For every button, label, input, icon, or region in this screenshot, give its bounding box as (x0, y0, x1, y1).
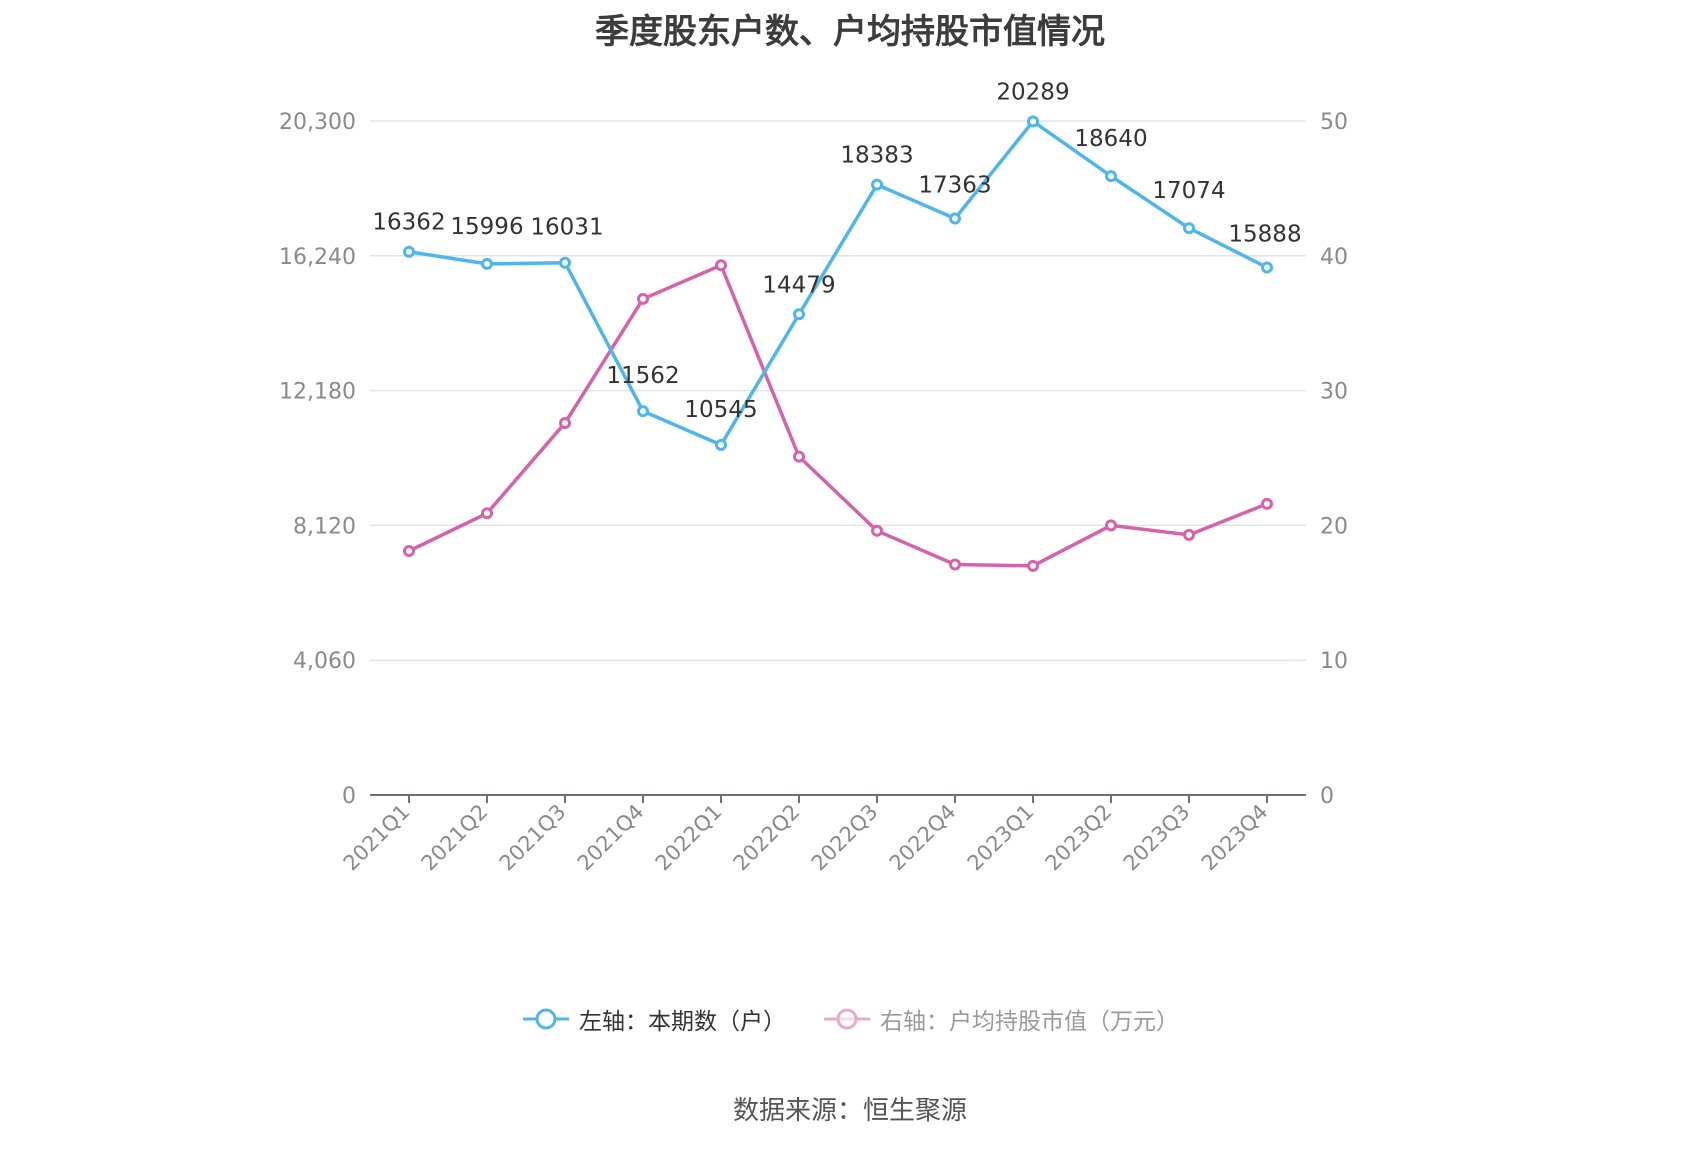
shareholders-line (408, 119, 1268, 447)
data-label: 17074 (1152, 178, 1225, 204)
left-axis-tick-label: 0 (342, 784, 356, 809)
data-point-marker[interactable] (1183, 222, 1195, 235)
x-axis-tick-label: 2021Q3 (495, 800, 571, 876)
x-axis-tick-label: 2023Q2 (1041, 800, 1117, 876)
data-label: 10545 (684, 397, 757, 423)
left-axis-tick-label: 4,060 (293, 649, 356, 674)
data-point-marker[interactable] (793, 308, 805, 321)
right-axis-tick-label: 10 (1320, 649, 1348, 674)
legend-item-avg-holding-value[interactable]: 右轴：户均持股市值（万元） (822, 1002, 1179, 1036)
series-lines (403, 115, 1273, 572)
data-point-marker[interactable] (1183, 528, 1195, 541)
left-axis-ticks: 0 4,060 8,120 12,180 16,240 20,300 (279, 110, 356, 809)
data-point-marker[interactable] (1105, 170, 1117, 183)
legend-line-circle-icon (824, 1008, 870, 1030)
data-point-marker[interactable] (1027, 559, 1039, 572)
data-point-marker[interactable] (949, 212, 961, 225)
legend-item-shareholders[interactable]: 左轴：本期数（户） (521, 1002, 786, 1036)
data-source: 数据来源：恒生聚源 (732, 1096, 967, 1126)
data-point-marker[interactable] (559, 256, 571, 269)
chart-title: 季度股东户数、户均持股市值情况 (595, 12, 1105, 52)
data-label: 17363 (918, 173, 991, 199)
x-axis-tick-label: 2021Q1 (339, 800, 415, 876)
data-point-marker[interactable] (481, 257, 493, 270)
grid-lines (370, 120, 1306, 661)
legend-label: 右轴：户均持股市值（万元） (880, 1009, 1179, 1035)
data-label: 18640 (1074, 126, 1147, 152)
data-label: 15996 (450, 214, 523, 240)
right-axis-tick-label: 30 (1320, 380, 1348, 405)
data-point-marker[interactable] (559, 416, 571, 429)
data-label: 16362 (372, 210, 445, 236)
x-axis-tick-label: 2022Q4 (885, 800, 961, 876)
data-point-marker[interactable] (1027, 115, 1039, 128)
left-axis-tick-label: 16,240 (279, 245, 356, 270)
data-point-marker[interactable] (1261, 497, 1273, 510)
left-axis-tick-label: 20,300 (279, 110, 356, 135)
right-axis-ticks: 0 10 20 30 40 50 (1320, 110, 1348, 809)
data-point-marker[interactable] (637, 292, 649, 305)
data-point-marker[interactable] (949, 558, 961, 571)
x-axis-tick-label: 2022Q1 (651, 800, 727, 876)
legend-label: 左轴：本期数（户） (579, 1009, 786, 1035)
data-label: 20289 (996, 79, 1069, 105)
legend-line-circle-icon (523, 1008, 569, 1030)
data-point-marker[interactable] (715, 259, 727, 272)
data-point-marker[interactable] (715, 438, 727, 451)
data-label: 15888 (1228, 221, 1301, 247)
data-point-marker[interactable] (481, 507, 493, 520)
left-axis-tick-label: 8,120 (293, 514, 356, 539)
legend: 左轴：本期数（户） 右轴：户均持股市值（万元） (0, 1002, 1700, 1036)
data-point-marker[interactable] (1261, 261, 1273, 274)
x-axis-tick-label: 2023Q4 (1197, 800, 1273, 876)
x-axis-tick-label: 2021Q2 (417, 800, 493, 876)
x-axis-tick-label: 2023Q3 (1119, 800, 1195, 876)
avg-holding-value-line (408, 263, 1268, 568)
right-axis-tick-label: 40 (1320, 245, 1348, 270)
right-axis-tick-label: 0 (1320, 784, 1334, 809)
x-axis-tick-label: 2022Q2 (729, 800, 805, 876)
data-label: 11562 (606, 363, 679, 389)
right-axis-tick-label: 20 (1320, 514, 1348, 539)
left-axis-tick-label: 12,180 (279, 380, 356, 405)
data-label: 16031 (530, 215, 603, 241)
data-point-marker[interactable] (1105, 519, 1117, 532)
data-point-marker[interactable] (871, 178, 883, 191)
right-axis-tick-label: 50 (1320, 110, 1348, 135)
data-point-marker[interactable] (403, 545, 415, 558)
data-label: 18383 (840, 143, 913, 169)
data-point-marker[interactable] (403, 245, 415, 258)
x-axis-tick-label: 2021Q4 (573, 800, 649, 876)
data-point-marker[interactable] (793, 450, 805, 463)
data-point-marker[interactable] (871, 524, 883, 537)
x-axis-tick-label: 2023Q1 (963, 800, 1039, 876)
data-label: 14479 (762, 272, 835, 298)
x-axis: 2021Q1 2021Q2 2021Q3 2021Q4 2022Q1 2022Q2 2022… (339, 794, 1306, 876)
x-axis-tick-label: 2022Q3 (807, 800, 883, 876)
data-point-marker[interactable] (637, 405, 649, 418)
